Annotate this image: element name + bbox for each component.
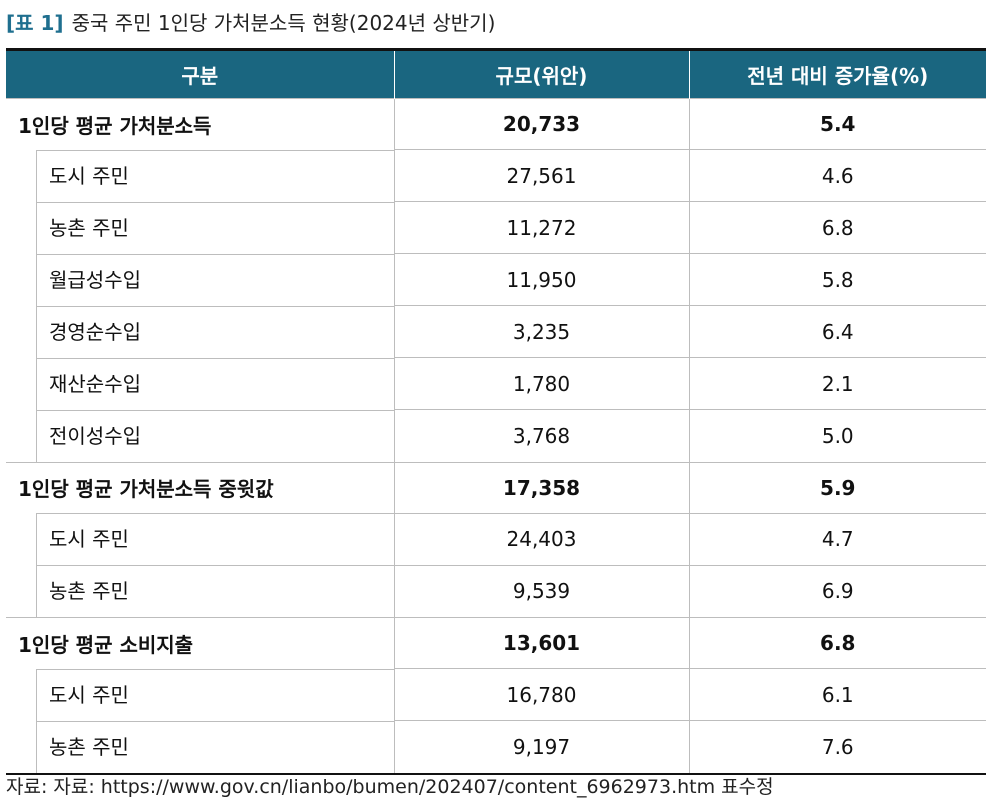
row-growth: 5.8: [688, 253, 986, 306]
row-label-text: 농촌 주민: [36, 565, 394, 617]
row-label-text: 도시 주민: [36, 149, 394, 202]
row-label: 도시 주민: [6, 668, 394, 721]
row-amount: 16,780: [393, 668, 689, 721]
row-growth: 4.7: [688, 512, 986, 565]
row-label: 1인당 평균 소비지출: [6, 617, 394, 669]
table-row: 재산순수입 1,780 2.1: [6, 357, 986, 410]
row-amount: 24,403: [393, 512, 689, 565]
row-amount: 13,601: [393, 617, 689, 669]
row-label-text: 농촌 주민: [36, 201, 394, 254]
header-growth: 전년 대비 증가율(%): [688, 48, 986, 99]
row-label-text: 경영순수입: [36, 305, 394, 358]
row-label: 1인당 평균 가처분소득: [6, 98, 394, 150]
row-label-text: 전이성수입: [36, 409, 394, 462]
row-growth: 5.9: [688, 461, 986, 513]
row-label: 농촌 주민: [6, 201, 394, 254]
table-row: 경영순수입 3,235 6.4: [6, 305, 986, 358]
row-label: 재산순수입: [6, 357, 394, 410]
row-label: 도시 주민: [6, 513, 394, 565]
table-row: 도시 주민 27,561 4.6: [6, 149, 986, 202]
row-label: 도시 주민: [6, 149, 394, 202]
table-row: 농촌 주민 9,197 7.6: [6, 720, 986, 775]
row-amount: 9,197: [393, 720, 689, 775]
row-amount: 20,733: [393, 98, 689, 150]
row-amount: 27,561: [393, 149, 689, 202]
row-growth: 6.4: [688, 305, 986, 358]
row-amount: 17,358: [393, 461, 689, 513]
row-growth: 6.8: [688, 201, 986, 254]
row-label: 1인당 평균 가처분소득 중윗값: [6, 461, 394, 513]
row-growth: 6.1: [688, 668, 986, 721]
table-row: 도시 주민 24,403 4.7: [6, 512, 986, 565]
row-growth: 5.4: [688, 98, 986, 150]
table-number: [표 1]: [6, 11, 64, 35]
row-label-text: 농촌 주민: [36, 720, 394, 773]
table-row: 1인당 평균 소비지출 13,601 6.8: [6, 617, 986, 669]
table-caption: [표 1] 중국 주민 1인당 가처분소득 현황(2024년 상반기): [6, 6, 495, 40]
row-amount: 11,272: [393, 201, 689, 254]
row-amount: 11,950: [393, 253, 689, 306]
header-category: 구분: [6, 48, 394, 99]
table-row: 1인당 평균 가처분소득 중윗값 17,358 5.9: [6, 461, 986, 513]
table-row: 전이성수입 3,768 5.0: [6, 409, 986, 463]
row-amount: 1,780: [393, 357, 689, 410]
table-title: 중국 주민 1인당 가처분소득 현황(2024년 상반기): [71, 11, 496, 35]
header-row: 구분 규모(위안) 전년 대비 증가율(%): [6, 48, 986, 99]
table-row: 농촌 주민 9,539 6.9: [6, 564, 986, 618]
income-table: 구분 규모(위안) 전년 대비 증가율(%) 1인당 평균 가처분소득 20,73…: [6, 48, 986, 775]
table-row: 농촌 주민 11,272 6.8: [6, 201, 986, 254]
row-growth: 4.6: [688, 149, 986, 202]
table-row: 1인당 평균 가처분소득 20,733 5.4: [6, 98, 986, 150]
row-amount: 9,539: [393, 564, 689, 618]
row-growth: 2.1: [688, 357, 986, 410]
row-amount: 3,235: [393, 305, 689, 358]
row-growth: 6.9: [688, 564, 986, 618]
row-label-text: 도시 주민: [36, 513, 394, 565]
row-label: 전이성수입: [6, 409, 394, 463]
row-growth: 5.0: [688, 409, 986, 462]
table-row: 도시 주민 16,780 6.1: [6, 668, 986, 721]
row-label: 농촌 주민: [6, 720, 394, 775]
source-note: 자료: 자료: https://www.gov.cn/lianbo/bumen/…: [6, 776, 774, 798]
row-label-text: 도시 주민: [36, 668, 394, 721]
row-label: 경영순수입: [6, 305, 394, 358]
row-label-text: 재산순수입: [36, 357, 394, 410]
row-label: 농촌 주민: [6, 565, 394, 618]
row-growth: 6.8: [688, 617, 986, 669]
header-amount: 규모(위안): [393, 48, 689, 99]
row-label: 월급성수입: [6, 253, 394, 306]
row-label-text: 월급성수입: [36, 253, 394, 306]
row-amount: 3,768: [393, 409, 689, 462]
row-growth: 7.6: [688, 720, 986, 775]
table-row: 월급성수입 11,950 5.8: [6, 253, 986, 306]
